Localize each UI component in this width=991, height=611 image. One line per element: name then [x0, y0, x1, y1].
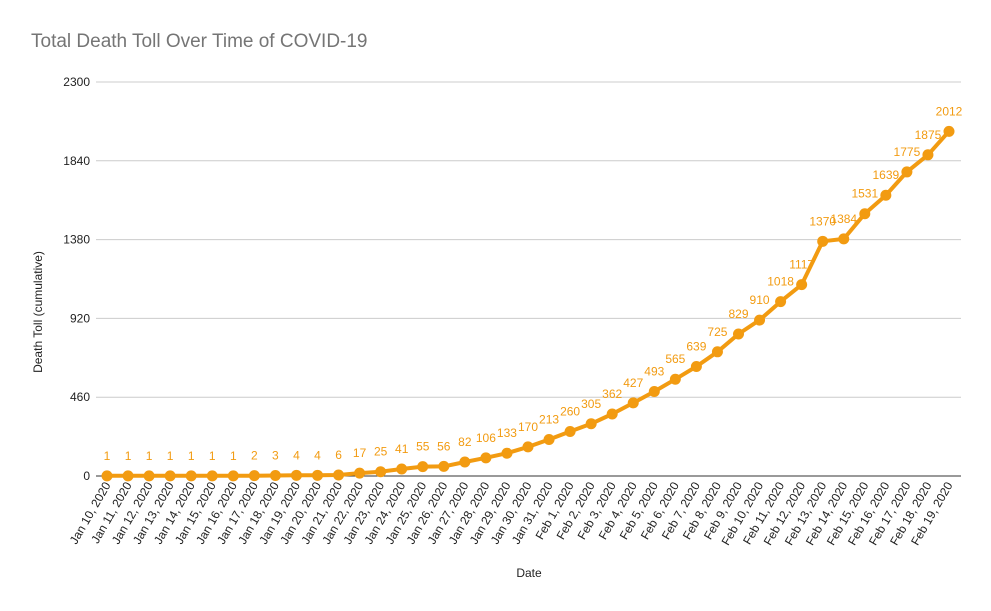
data-point — [122, 470, 134, 482]
data-label: 41 — [395, 442, 409, 456]
data-label: 1 — [188, 449, 195, 463]
y-tick-label: 0 — [83, 469, 90, 483]
data-label: 1018 — [767, 275, 794, 289]
data-point — [922, 149, 934, 161]
data-point — [669, 373, 681, 385]
data-point — [690, 361, 702, 373]
data-label: 725 — [707, 325, 727, 339]
data-label: 639 — [686, 340, 706, 354]
x-axis-title: Date — [516, 566, 542, 580]
data-label: 133 — [497, 426, 517, 440]
data-point — [606, 408, 618, 420]
y-axis-title: Death Toll (cumulative) — [31, 251, 45, 373]
data-point — [501, 447, 513, 459]
data-point — [564, 425, 576, 437]
data-label: 1 — [167, 449, 174, 463]
data-point — [711, 346, 723, 358]
y-tick-label: 1380 — [63, 233, 90, 247]
data-label: 55 — [416, 440, 430, 454]
data-label: 213 — [539, 413, 559, 427]
data-point — [417, 461, 429, 473]
data-point — [101, 470, 113, 482]
y-tick-label: 920 — [70, 311, 90, 325]
data-point — [838, 233, 850, 245]
data-point — [627, 397, 639, 409]
data-label: 17 — [353, 446, 367, 460]
data-label: 170 — [518, 420, 538, 434]
data-point — [480, 452, 492, 464]
data-point — [880, 189, 892, 201]
data-point — [269, 469, 281, 481]
data-point — [754, 314, 766, 326]
data-point — [164, 470, 176, 482]
data-label: 4 — [293, 448, 300, 462]
data-label: 427 — [623, 376, 643, 390]
data-point — [290, 469, 302, 481]
data-label: 106 — [476, 431, 496, 445]
data-label: 1 — [209, 449, 216, 463]
data-point — [543, 434, 555, 446]
y-tick-label: 460 — [70, 390, 90, 404]
data-point — [459, 456, 471, 468]
data-point — [375, 466, 387, 478]
data-label: 1775 — [894, 145, 921, 159]
data-point — [143, 470, 155, 482]
data-point — [185, 470, 197, 482]
data-point — [859, 208, 871, 220]
data-label: 1117 — [789, 258, 814, 272]
data-label: 1875 — [915, 128, 942, 142]
data-label: 56 — [437, 439, 451, 453]
data-label: 25 — [374, 445, 388, 459]
data-label: 1531 — [851, 187, 878, 201]
data-point — [333, 469, 345, 481]
data-label: 2 — [251, 449, 258, 463]
data-label: 565 — [665, 352, 685, 366]
data-label: 1384 — [830, 212, 857, 226]
y-tick-label: 1840 — [63, 154, 90, 168]
data-label: 2012 — [936, 104, 963, 118]
data-label: 6 — [335, 448, 342, 462]
data-label: 1639 — [872, 168, 899, 182]
data-point — [248, 470, 260, 482]
data-label: 910 — [750, 293, 770, 307]
data-point — [396, 463, 408, 475]
data-label: 3 — [272, 448, 279, 462]
data-point — [227, 470, 239, 482]
data-label: 4 — [314, 448, 321, 462]
y-tick-label: 2300 — [63, 75, 90, 89]
data-label: 1 — [146, 449, 153, 463]
data-point — [796, 279, 808, 291]
data-label: 1 — [104, 449, 111, 463]
data-point — [901, 166, 913, 178]
data-point — [775, 296, 787, 308]
data-point — [585, 418, 597, 430]
data-point — [312, 469, 323, 481]
chart-title: Total Death Toll Over Time of COVID-19 — [31, 31, 368, 52]
data-point — [354, 467, 366, 479]
data-label: 260 — [560, 404, 580, 418]
data-label: 82 — [458, 435, 472, 449]
data-point — [206, 470, 218, 482]
data-point — [438, 460, 450, 472]
data-label: 305 — [581, 397, 601, 411]
data-label: 1 — [125, 449, 132, 463]
data-label: 829 — [728, 307, 748, 321]
data-point — [943, 125, 955, 137]
data-label: 1370 — [809, 214, 836, 228]
data-label: 1 — [230, 449, 237, 463]
data-point — [817, 235, 829, 247]
data-label: 362 — [602, 387, 622, 401]
data-point — [733, 328, 744, 340]
data-label: 493 — [644, 365, 664, 379]
data-point — [522, 441, 534, 453]
data-point — [648, 386, 660, 398]
